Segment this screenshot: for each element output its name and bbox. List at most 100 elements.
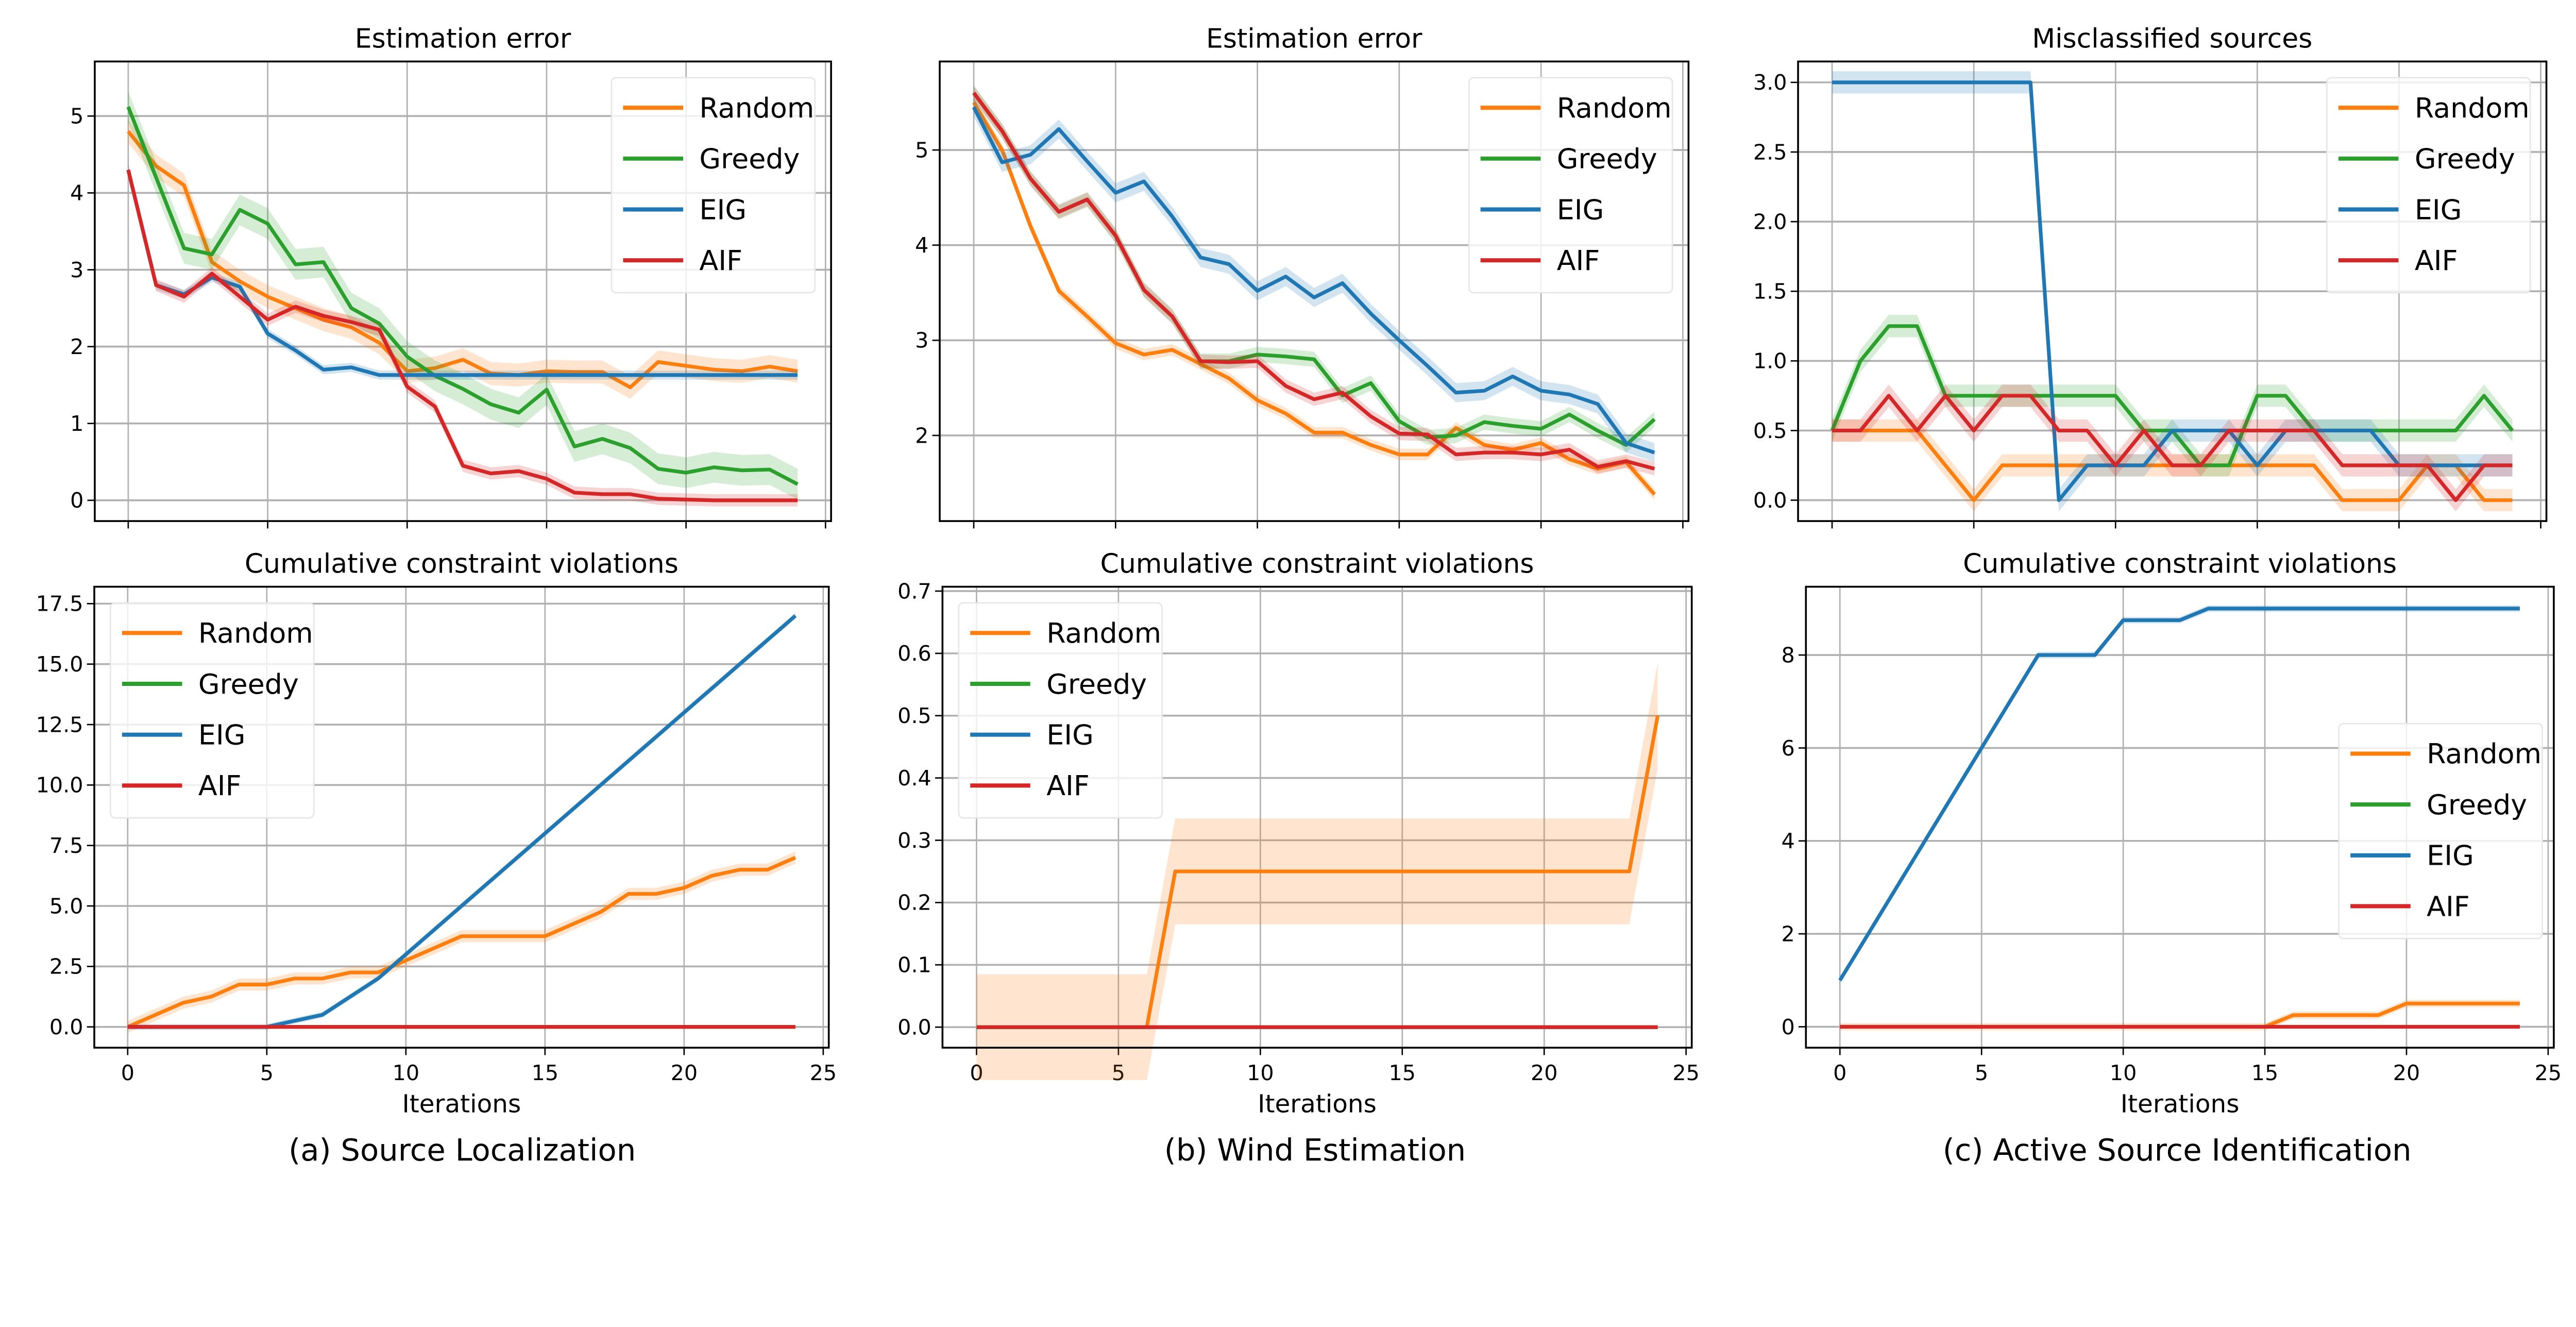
series-line-greedy (126, 106, 799, 486)
y-tick-label: 2.0 (1753, 209, 1787, 234)
x-tick-label: 5 (1975, 1061, 1988, 1085)
series-line-random (127, 130, 798, 390)
axes-frame (1805, 585, 2555, 1049)
legend-label: EIG (1046, 718, 1094, 751)
series-line-aif (972, 92, 1655, 471)
subplot-title: Estimation error (355, 23, 571, 54)
legend-label: EIG (2415, 193, 2462, 226)
axes-frame (939, 60, 1690, 522)
x-axis-label: Iterations (402, 1090, 521, 1119)
legend-label: AIF (2427, 890, 2470, 922)
y-tick-label: 17.5 (36, 592, 83, 616)
y-tick-label: 0 (70, 488, 83, 513)
y-tick-label: 0.3 (897, 828, 931, 853)
x-tick-label: 5 (1112, 1061, 1125, 1085)
series-line-aif (126, 169, 798, 502)
y-tick-label: 3 (915, 328, 928, 353)
legend-label: EIG (1557, 193, 1604, 226)
x-tick-label: 20 (671, 1061, 698, 1085)
y-tick-label: 12.5 (36, 712, 83, 737)
series-line-random (972, 101, 1656, 496)
y-tick-label: 0.5 (1753, 418, 1787, 443)
legend-label: EIG (699, 193, 747, 226)
legend-label: Greedy (198, 668, 299, 700)
band-eig (974, 97, 1655, 462)
y-tick-label: 0.5 (897, 703, 931, 728)
legend: Random Greedy EIG AIF (611, 77, 816, 294)
y-tick-label: 0.4 (897, 766, 931, 791)
y-tick-label: 0.6 (897, 641, 931, 666)
band-eig (1832, 71, 2513, 512)
legend-label: Greedy (2415, 143, 2515, 175)
legend-label: Greedy (1046, 668, 1147, 700)
series-line-eig (1838, 607, 2520, 982)
caption-a: (a) Source Localization (289, 1132, 636, 1168)
legend-label: Greedy (699, 143, 800, 175)
y-tick-label: 4 (915, 233, 928, 258)
y-tick-label: 3.0 (1753, 70, 1787, 95)
subplot-title: Estimation error (1206, 23, 1422, 54)
panel-0: 0 1 2 3 4 5 Estimation error Random Greedy EIG AIF (70, 23, 832, 529)
subplot-title: Cumulative constraint violations (1100, 549, 1534, 580)
axes-frame (1797, 60, 2548, 522)
x-tick-label: 10 (393, 1061, 420, 1085)
legend-label: AIF (1046, 769, 1090, 802)
y-tick-label: 1.0 (1753, 349, 1787, 374)
legend-label: AIF (1557, 244, 1600, 277)
x-tick-label: 25 (810, 1061, 837, 1085)
y-tick-label: 0.2 (897, 891, 931, 915)
panel-4: 0 5 10 15 20 25 0.0 0.1 0.2 0.3 0.4 0.5 0.6 0.7 Cumula… (897, 549, 1700, 1119)
band-random (127, 851, 795, 1033)
legend-label: AIF (198, 769, 242, 802)
figure: (a) Source Localization (b) Wind Estimat… (36, 23, 2562, 1168)
x-tick-label: 20 (1531, 1061, 1558, 1085)
panel-5: 0 5 10 15 20 25 0 2 4 6 8 Cumulative constraint vio… (1781, 549, 2562, 1119)
legend-box (1468, 77, 1673, 294)
y-tick-label: 0.7 (897, 579, 931, 603)
y-tick-label: 0.0 (1753, 488, 1787, 513)
y-tick-label: 3 (70, 258, 83, 282)
y-tick-label: 0 (1781, 1015, 1794, 1039)
y-tick-label: 4 (1781, 829, 1794, 853)
legend-label: Random (1557, 92, 1672, 124)
series-line-eig (972, 106, 1655, 455)
x-axis-label: Iterations (2121, 1090, 2240, 1119)
subplot-title: Cumulative constraint violations (1963, 549, 2397, 580)
legend-box (2326, 77, 2531, 294)
x-tick-label: 15 (2251, 1061, 2279, 1085)
y-tick-label: 2.5 (49, 954, 83, 979)
x-tick-label: 5 (260, 1061, 274, 1085)
y-tick-label: 10.0 (36, 773, 83, 798)
y-tick-label: 0.1 (897, 953, 931, 978)
legend-label: Random (2427, 737, 2541, 770)
legend-label: Greedy (1557, 143, 1657, 175)
legend-label: EIG (198, 718, 246, 751)
axes-frame (941, 585, 1693, 1049)
y-tick-label: 5 (70, 104, 83, 129)
y-tick-label: 2 (915, 423, 928, 448)
x-tick-label: 10 (2110, 1061, 2137, 1085)
y-tick-label: 2 (70, 334, 83, 359)
series-line-eig (126, 169, 798, 377)
band-greedy (128, 91, 798, 500)
y-tick-label: 2.5 (1753, 140, 1787, 164)
panel-1: 2 3 4 5 Estimation error Random Greedy EIG AIF (915, 23, 1690, 529)
legend: Random Greedy EIG AIF (958, 602, 1163, 819)
y-tick-label: 6 (1781, 736, 1794, 761)
legend-box (611, 77, 816, 294)
panel-3: 0 5 10 15 20 25 0.0 2.5 5.0 7.5 10.0 12.5 15.0 17.5 Cu… (36, 549, 837, 1119)
subplot-title: Cumulative constraint violations (245, 549, 679, 580)
legend-label: EIG (2427, 839, 2474, 872)
legend: Random Greedy EIG AIF (110, 602, 315, 819)
legend-label: Greedy (2427, 788, 2527, 821)
y-tick-label: 1 (70, 411, 83, 436)
y-tick-label: 8 (1781, 643, 1794, 667)
x-tick-label: 25 (1672, 1061, 1700, 1085)
y-tick-label: 0.0 (897, 1015, 931, 1039)
x-tick-label: 15 (532, 1061, 559, 1085)
series-line-random (127, 855, 796, 1029)
axes-frame (93, 585, 830, 1049)
y-tick-label: 1.5 (1753, 279, 1787, 304)
y-tick-label: 2 (1781, 921, 1794, 946)
legend-label: Random (699, 92, 814, 124)
